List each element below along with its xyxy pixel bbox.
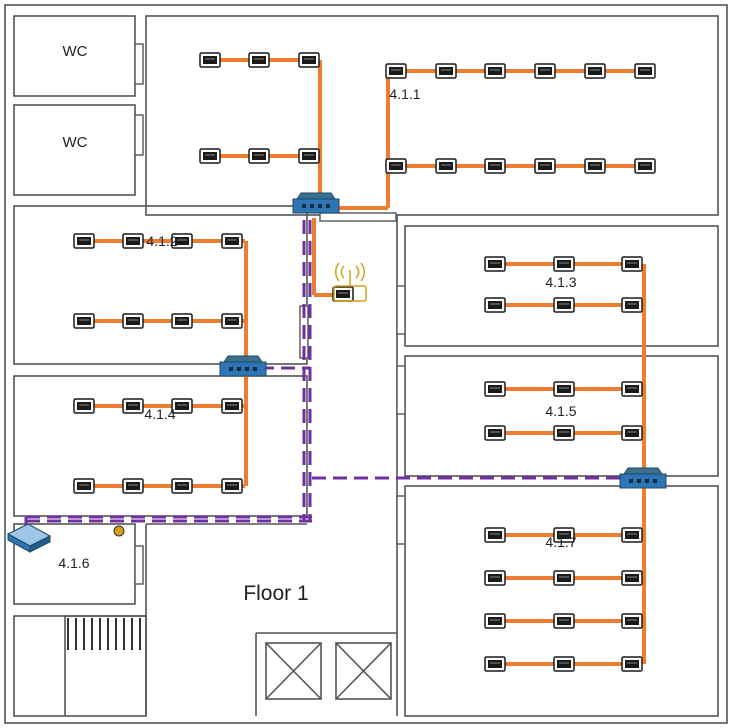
network-port-icon (484, 425, 506, 441)
network-port-icon (553, 570, 575, 586)
network-port-icon (122, 313, 144, 329)
network-port-icon (534, 63, 556, 79)
network-port-icon (171, 233, 193, 249)
network-port-icon (621, 613, 643, 629)
network-port-icon (385, 158, 407, 174)
network-port-icon (248, 148, 270, 164)
room-label-r413: 4.1.3 (545, 274, 576, 290)
network-port-icon (171, 478, 193, 494)
network-port-icon (621, 381, 643, 397)
network-port-icon (484, 613, 506, 629)
network-port-icon (621, 570, 643, 586)
network-port-icon (484, 527, 506, 543)
stairs (67, 618, 141, 650)
walls (4, 4, 728, 724)
network-switch-icon (292, 192, 340, 214)
power-outlet-icon (113, 525, 125, 537)
network-switch-icon (619, 467, 667, 489)
network-port-icon (385, 63, 407, 79)
network-port-icon (584, 63, 606, 79)
network-port-icon (553, 613, 575, 629)
network-port-icon (621, 425, 643, 441)
network-port-icon (332, 286, 354, 302)
floor-label: Floor 1 (243, 582, 308, 605)
network-port-icon (553, 527, 575, 543)
network-port-icon (553, 656, 575, 672)
network-port-icon (73, 233, 95, 249)
network-port-icon (553, 425, 575, 441)
network-port-icon (73, 478, 95, 494)
network-port-icon (621, 656, 643, 672)
network-port-icon (221, 233, 243, 249)
network-port-icon (298, 52, 320, 68)
network-port-icon (298, 148, 320, 164)
network-port-icon (553, 297, 575, 313)
network-port-icon (553, 256, 575, 272)
wifi-access-point-icon (333, 262, 367, 302)
network-port-icon (484, 63, 506, 79)
label-layer: WC WC 4.1.1 4.1.2 4.1.3 4.1.4 4.1.5 4.1.6 4.1.7 F… (58, 43, 576, 605)
network-port-icon (634, 63, 656, 79)
network-port-icon (199, 148, 221, 164)
room-label-r412: 4.1.2 (146, 233, 177, 249)
network-port-icon (171, 398, 193, 414)
room-label-r414: 4.1.4 (144, 406, 175, 422)
room-label-r411: 4.1.1 (389, 86, 420, 102)
network-port-icon (199, 52, 221, 68)
room-label-r416: 4.1.6 (58, 555, 89, 571)
network-port-icon (435, 63, 457, 79)
network-port-icon (621, 256, 643, 272)
network-port-icon (221, 478, 243, 494)
network-port-icon (171, 313, 193, 329)
network-port-icon (435, 158, 457, 174)
network-port-icon (484, 656, 506, 672)
room-label-wc1: WC (63, 43, 88, 60)
network-port-icon (584, 158, 606, 174)
room-label-r417: 4.1.7 (545, 534, 576, 550)
room-label-wc2: WC (63, 134, 88, 151)
network-port-icon (248, 52, 270, 68)
network-port-icon (484, 570, 506, 586)
core-switch-icon (6, 523, 52, 553)
network-port-icon (122, 233, 144, 249)
network-port-icon (484, 381, 506, 397)
network-port-icon (484, 256, 506, 272)
network-port-icon (122, 398, 144, 414)
port-layer (73, 52, 656, 672)
network-port-icon (621, 527, 643, 543)
network-port-icon (73, 398, 95, 414)
network-port-icon (73, 313, 95, 329)
network-port-icon (484, 297, 506, 313)
network-switch-icon (219, 355, 267, 377)
network-port-icon (221, 398, 243, 414)
network-port-icon (553, 381, 575, 397)
network-port-icon (484, 158, 506, 174)
network-port-icon (621, 297, 643, 313)
network-port-icon (221, 313, 243, 329)
room-label-r415: 4.1.5 (545, 403, 576, 419)
network-port-icon (634, 158, 656, 174)
network-port-icon (122, 478, 144, 494)
switch-layer (6, 192, 667, 553)
network-port-icon (534, 158, 556, 174)
